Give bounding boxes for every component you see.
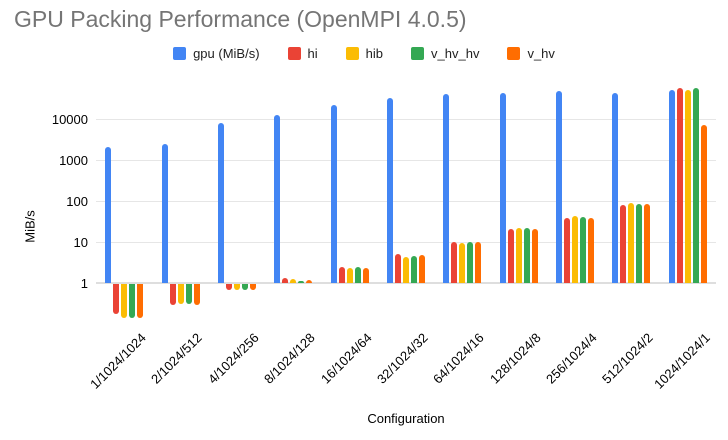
bar-hi-8-1024-128[interactable] bbox=[282, 278, 289, 283]
bar-gpu-mib-s--2-1024-512[interactable] bbox=[161, 143, 168, 283]
bar-hi-32-1024-32[interactable] bbox=[395, 253, 401, 283]
x-axis-baseline bbox=[96, 282, 716, 284]
bar-v-hv-32-1024-32[interactable] bbox=[419, 255, 425, 283]
bar-hi-16-1024-64[interactable] bbox=[338, 266, 345, 283]
bar-v-hv-hv-2-1024-512[interactable] bbox=[185, 284, 192, 305]
bar-v-hv-hv-16-1024-64[interactable] bbox=[354, 267, 361, 283]
legend-item-gpu-mib-s-: gpu (MiB/s) bbox=[173, 46, 260, 61]
bar-v-hv-512-1024-2[interactable] bbox=[644, 203, 651, 283]
bar-gpu-mib-s--32-1024-32[interactable] bbox=[387, 98, 393, 283]
bar-v-hv-hv-512-1024-2[interactable] bbox=[636, 204, 643, 283]
y-tick-label: 10000 bbox=[51, 112, 88, 127]
bar-hi-4-1024-256[interactable] bbox=[225, 284, 232, 291]
legend-swatch-icon bbox=[287, 47, 301, 60]
bar-hib-512-1024-2[interactable] bbox=[628, 203, 635, 283]
bar-hib-16-1024-64[interactable] bbox=[346, 268, 353, 283]
bar-hi-512-1024-2[interactable] bbox=[620, 204, 627, 283]
bar-hib-32-1024-32[interactable] bbox=[403, 257, 409, 283]
bar-v-hv-16-1024-64[interactable] bbox=[362, 268, 369, 283]
x-tick-label: 16/1024/64 bbox=[317, 330, 375, 387]
bar-v-hv-hv-256-1024-4[interactable] bbox=[580, 217, 587, 283]
x-tick-label: 256/1024/4 bbox=[543, 330, 600, 387]
bar-v-hv-hv-1-1024-1024[interactable] bbox=[129, 284, 136, 318]
bar-gpu-mib-s--1024-1024-1[interactable] bbox=[668, 89, 675, 283]
bar-hib-256-1024-4[interactable] bbox=[572, 216, 579, 283]
y-tick-label: 100 bbox=[66, 194, 88, 209]
legend: gpu (MiB/s) hi hib v_hv_hv v_hv bbox=[0, 46, 728, 61]
bar-v-hv-256-1024-4[interactable] bbox=[588, 217, 595, 283]
bar-hib-128-1024-8[interactable] bbox=[515, 227, 522, 283]
bar-v-hv-hv-32-1024-32[interactable] bbox=[411, 256, 417, 283]
bar-v-hv-hv-4-1024-256[interactable] bbox=[241, 284, 248, 291]
chart-title: GPU Packing Performance (OpenMPI 4.0.5) bbox=[14, 6, 467, 32]
y-tick-label: 1000 bbox=[59, 153, 88, 168]
bar-gpu-mib-s--512-1024-2[interactable] bbox=[612, 92, 619, 283]
legend-label: v_hv bbox=[527, 46, 555, 61]
legend-label: v_hv_hv bbox=[431, 46, 480, 61]
legend-swatch-icon bbox=[173, 47, 187, 60]
bar-hib-2-1024-512[interactable] bbox=[177, 284, 184, 304]
gridline bbox=[96, 242, 716, 243]
legend-item-v-hv: v_hv bbox=[507, 46, 555, 61]
bar-gpu-mib-s--4-1024-256[interactable] bbox=[217, 123, 224, 283]
bar-v-hv-1024-1024-1[interactable] bbox=[700, 125, 707, 283]
y-tick-label: 1 bbox=[80, 276, 88, 291]
bar-gpu-mib-s--64-1024-16[interactable] bbox=[443, 94, 450, 283]
bar-v-hv-2-1024-512[interactable] bbox=[193, 284, 200, 306]
bar-gpu-mib-s--256-1024-4[interactable] bbox=[556, 91, 563, 283]
legend-item-hi: hi bbox=[287, 46, 318, 61]
x-axis-title: Configuration bbox=[367, 411, 445, 426]
x-tick-label: 1024/1024/1 bbox=[650, 330, 713, 392]
bar-v-hv-hv-1024-1024-1[interactable] bbox=[692, 87, 699, 283]
x-tick-label: 128/1024/8 bbox=[486, 330, 544, 387]
bar-hib-1-1024-1024[interactable] bbox=[121, 284, 128, 318]
bar-v-hv-128-1024-8[interactable] bbox=[531, 228, 538, 283]
bar-v-hv-64-1024-16[interactable] bbox=[475, 242, 482, 283]
bar-hi-128-1024-8[interactable] bbox=[507, 228, 514, 283]
bar-hib-1024-1024-1[interactable] bbox=[684, 89, 691, 283]
bar-v-hv-hv-128-1024-8[interactable] bbox=[523, 227, 530, 283]
bar-v-hv-hv-64-1024-16[interactable] bbox=[467, 242, 474, 283]
legend-label: hib bbox=[365, 46, 384, 61]
legend-swatch-icon bbox=[507, 47, 521, 60]
gridline bbox=[96, 119, 716, 120]
bar-v-hv-1-1024-1024[interactable] bbox=[137, 284, 144, 318]
bar-hib-4-1024-256[interactable] bbox=[233, 284, 240, 290]
bar-gpu-mib-s--16-1024-64[interactable] bbox=[330, 104, 337, 283]
y-tick-label: 10 bbox=[73, 235, 88, 250]
bar-v-hv-hv-8-1024-128[interactable] bbox=[298, 280, 305, 283]
bar-hib-8-1024-128[interactable] bbox=[290, 279, 297, 283]
bar-hi-1024-1024-1[interactable] bbox=[676, 88, 683, 283]
x-tick-label: 4/1024/256 bbox=[204, 330, 262, 387]
gridline bbox=[96, 160, 716, 161]
bar-v-hv-8-1024-128[interactable] bbox=[306, 279, 313, 283]
y-axis-title: MiB/s bbox=[22, 210, 38, 243]
bar-hi-256-1024-4[interactable] bbox=[564, 217, 571, 283]
bar-hi-2-1024-512[interactable] bbox=[169, 284, 176, 306]
x-tick-label: 1/1024/1024 bbox=[87, 330, 149, 392]
x-tick-label: 8/1024/128 bbox=[261, 330, 318, 387]
bar-gpu-mib-s--1-1024-1024[interactable] bbox=[105, 146, 112, 283]
bar-hi-64-1024-16[interactable] bbox=[451, 242, 458, 283]
legend-item-v-hv-hv: v_hv_hv bbox=[411, 46, 479, 61]
legend-swatch-icon bbox=[411, 47, 425, 60]
legend-label: hi bbox=[307, 46, 318, 61]
bar-hib-64-1024-16[interactable] bbox=[459, 242, 466, 283]
legend-swatch-icon bbox=[345, 47, 359, 60]
x-tick-label: 64/1024/16 bbox=[430, 330, 487, 387]
bar-hi-1-1024-1024[interactable] bbox=[113, 284, 120, 314]
x-tick-label: 2/1024/512 bbox=[148, 330, 206, 387]
x-tick-label: 32/1024/32 bbox=[373, 330, 431, 387]
bar-v-hv-4-1024-256[interactable] bbox=[249, 284, 256, 291]
bar-gpu-mib-s--8-1024-128[interactable] bbox=[274, 115, 281, 283]
legend-label: gpu (MiB/s) bbox=[193, 46, 260, 61]
bar-gpu-mib-s--128-1024-8[interactable] bbox=[499, 93, 506, 283]
legend-item-hib: hib bbox=[345, 46, 384, 61]
gridline bbox=[96, 201, 716, 202]
x-tick-label: 512/1024/2 bbox=[599, 330, 657, 387]
